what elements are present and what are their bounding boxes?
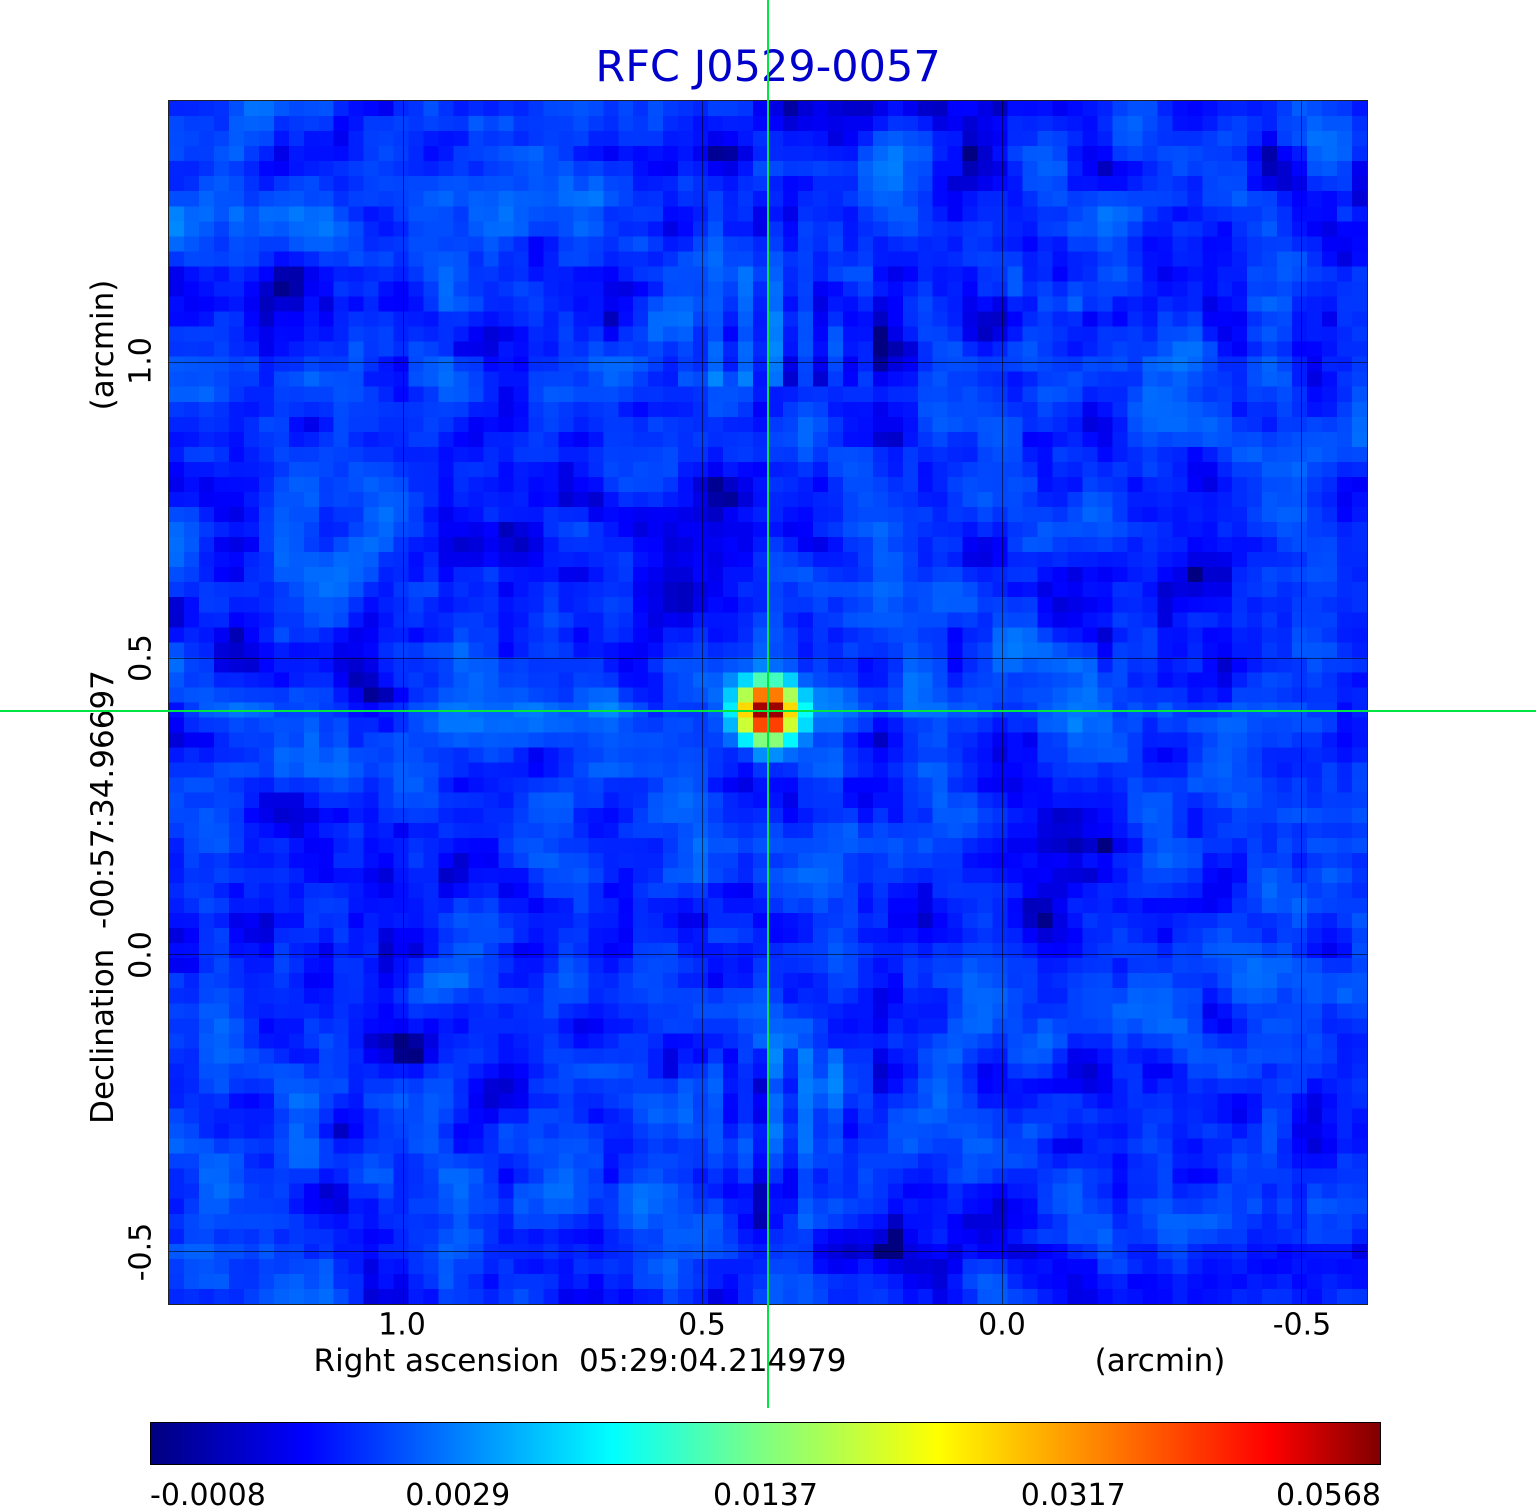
x-tick-label: -0.5 (1272, 1307, 1332, 1343)
colorbar-tick-label: 0.0317 (1020, 1478, 1126, 1511)
crosshair-horizontal-line (0, 710, 1536, 713)
x-axis-unit-label: (arcmin) (1094, 1343, 1226, 1379)
y-tick-label: 0.5 (123, 634, 159, 682)
x-tick-label: 1.0 (378, 1307, 426, 1343)
x-tick-label: 0.0 (978, 1307, 1026, 1343)
x-tick-label: 0.5 (678, 1307, 726, 1343)
colorbar-tick-label: 0.0029 (405, 1478, 511, 1511)
colorbar-tick-label: 0.0568 (1276, 1478, 1381, 1511)
colorbar (150, 1422, 1381, 1465)
colorbar-tick-label: -0.0008 (150, 1478, 266, 1511)
y-axis-unit-label: (arcmin) (85, 279, 121, 411)
colorbar-tick-labels: -0.0008 0.0029 0.0137 0.0317 0.0568 (150, 1478, 1381, 1511)
x-axis-label: Right ascension 05:29:04.214979 (313, 1343, 847, 1379)
y-tick-label: 0.0 (123, 930, 159, 979)
figure-title: RFC J0529-0057 (595, 42, 941, 92)
crosshair-vertical-line (767, 0, 769, 1408)
y-tick-label: -0.5 (123, 1222, 159, 1281)
y-axis-label: Declination -00:57:34.96697 (85, 670, 121, 1124)
y-tick-label: 1.0 (123, 337, 159, 386)
colorbar-tick-label: 0.0137 (713, 1478, 818, 1511)
